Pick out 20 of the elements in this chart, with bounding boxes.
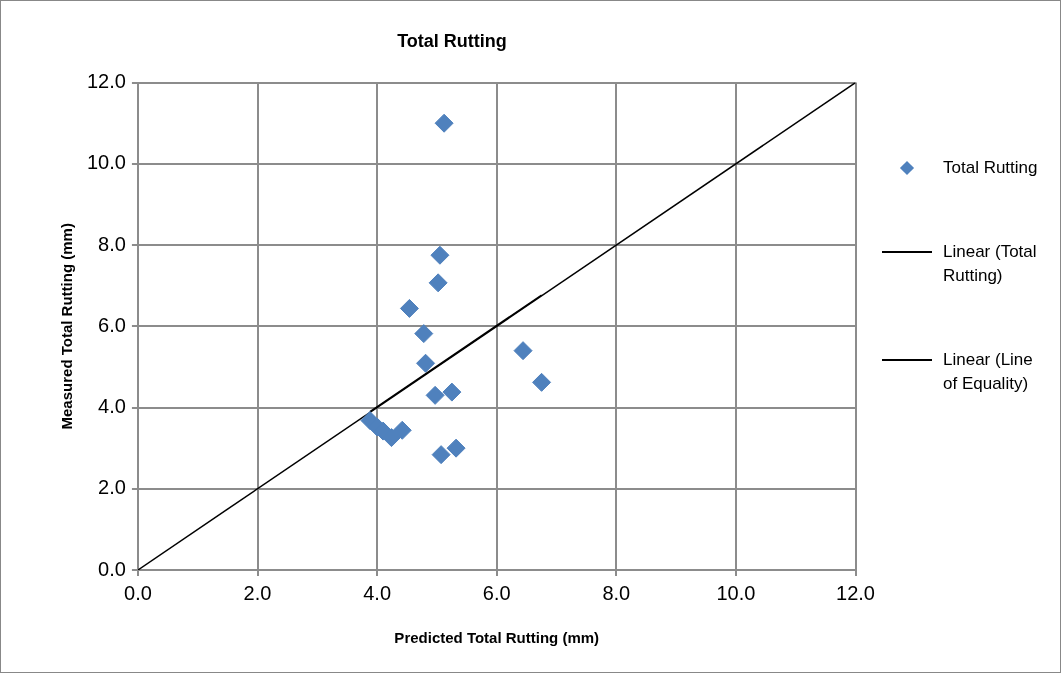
y-tick-label: 6.0	[98, 313, 126, 336]
y-tick-label: 10.0	[86, 151, 126, 174]
y-tick-label: 8.0	[98, 232, 126, 255]
y-tick-label: 0.0	[98, 557, 126, 580]
legend-label: Linear (Line of Equality)	[943, 349, 1034, 395]
y-axis-title: Measured Total Rutting (mm)	[58, 223, 76, 430]
x-tick-label: 2.0	[243, 581, 272, 604]
x-tick-label: 12.0	[836, 581, 876, 604]
chart-title: Total Rutting	[397, 30, 507, 51]
y-tick-label: 12.0	[86, 70, 126, 93]
x-axis-title: Predicted Total Rutting (mm)	[394, 629, 600, 647]
y-tick-label: 4.0	[98, 395, 126, 418]
x-tick-label: 8.0	[602, 581, 631, 604]
y-tick-label: 2.0	[98, 476, 126, 499]
x-tick-label: 0.0	[124, 581, 152, 604]
legend-label: Total Rutting	[943, 157, 1039, 179]
x-tick-label: 6.0	[482, 581, 511, 604]
x-tick-label: 4.0	[363, 581, 392, 604]
x-tick-label: 10.0	[716, 581, 756, 604]
legend-label: Linear (Total Rutting)	[943, 241, 1038, 287]
